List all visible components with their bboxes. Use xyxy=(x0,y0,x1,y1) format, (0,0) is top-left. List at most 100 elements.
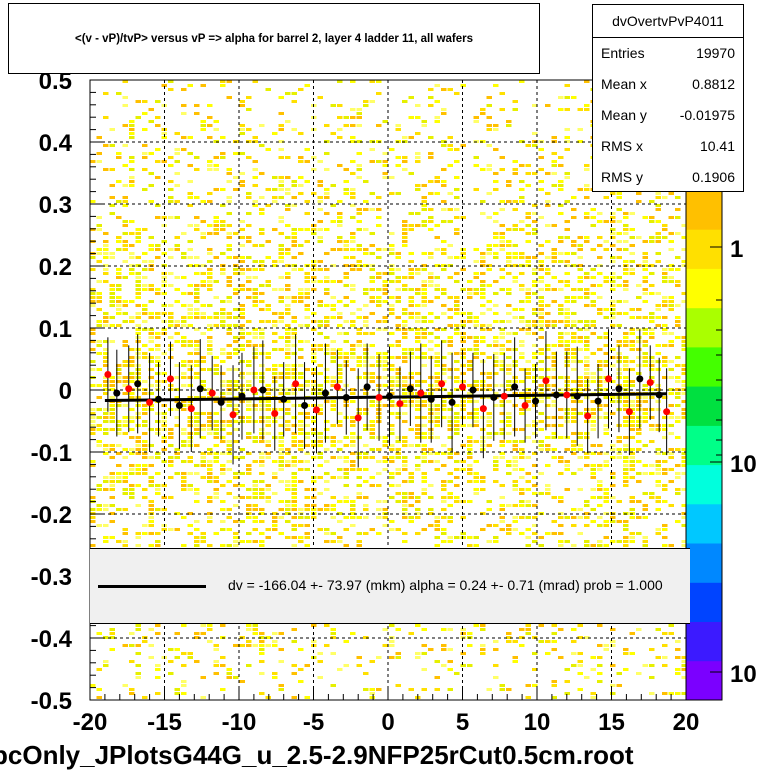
heatmap-cell xyxy=(122,380,128,383)
heatmap-cell xyxy=(675,656,681,659)
heatmap-cell xyxy=(512,516,518,519)
heatmap-cell xyxy=(291,436,297,439)
heatmap-cell xyxy=(610,496,616,499)
heatmap-cell xyxy=(473,472,479,475)
heatmap-cell xyxy=(493,172,499,175)
heatmap-cell xyxy=(142,524,148,527)
heatmap-cell xyxy=(304,544,310,547)
heatmap-cell xyxy=(454,476,460,479)
heatmap-cell xyxy=(213,532,219,535)
heatmap-cell xyxy=(252,408,258,411)
heatmap-cell xyxy=(135,280,141,283)
heatmap-cell xyxy=(161,136,167,139)
heatmap-cell xyxy=(330,248,336,251)
heatmap-cell xyxy=(220,544,226,547)
heatmap-cell xyxy=(194,272,200,275)
heatmap-cell xyxy=(194,308,200,311)
heatmap-cell xyxy=(356,476,362,479)
heatmap-cell xyxy=(272,460,278,463)
heatmap-cell xyxy=(187,360,193,363)
heatmap-cell xyxy=(343,296,349,299)
heatmap-cell xyxy=(174,472,180,475)
heatmap-cell xyxy=(571,324,577,327)
heatmap-cell xyxy=(499,504,505,507)
heatmap-cell xyxy=(142,328,148,331)
heatmap-cell xyxy=(291,516,297,519)
heatmap-cell xyxy=(90,292,96,295)
heatmap-cell xyxy=(109,504,115,507)
heatmap-cell xyxy=(129,364,135,367)
heatmap-cell xyxy=(486,436,492,439)
heatmap-cell xyxy=(486,356,492,359)
heatmap-cell xyxy=(629,384,635,387)
heatmap-cell xyxy=(317,436,323,439)
heatmap-cell xyxy=(454,452,460,455)
heatmap-cell xyxy=(200,120,206,123)
heatmap-cell xyxy=(187,256,193,259)
heatmap-cell xyxy=(103,376,109,379)
heatmap-cell xyxy=(168,436,174,439)
heatmap-cell xyxy=(337,316,343,319)
heatmap-cell xyxy=(109,456,115,459)
heatmap-cell xyxy=(434,544,440,547)
heatmap-cell xyxy=(506,472,512,475)
heatmap-cell xyxy=(298,88,304,91)
heatmap-cell xyxy=(207,252,213,255)
heatmap-cell xyxy=(239,472,245,475)
heatmap-cell xyxy=(168,256,174,259)
heatmap-cell xyxy=(109,168,115,171)
heatmap-cell xyxy=(148,524,154,527)
heatmap-cell xyxy=(532,228,538,231)
heatmap-cell xyxy=(564,488,570,491)
heatmap-cell xyxy=(649,428,655,431)
heatmap-cell xyxy=(155,544,161,547)
heatmap-cell xyxy=(246,508,252,511)
heatmap-cell xyxy=(356,496,362,499)
heatmap-cell xyxy=(545,344,551,347)
heatmap-cell xyxy=(376,288,382,291)
heatmap-cell xyxy=(285,364,291,367)
heatmap-cell xyxy=(506,412,512,415)
heatmap-cell xyxy=(278,532,284,535)
heatmap-cell xyxy=(655,236,661,239)
heatmap-cell xyxy=(525,628,531,631)
heatmap-cell xyxy=(467,288,473,291)
heatmap-cell xyxy=(584,104,590,107)
heatmap-cell xyxy=(642,288,648,291)
heatmap-cell xyxy=(649,216,655,219)
heatmap-cell xyxy=(441,200,447,203)
heatmap-cell xyxy=(480,296,486,299)
heatmap-cell xyxy=(246,496,252,499)
heatmap-cell xyxy=(148,120,154,123)
heatmap-cell xyxy=(460,372,466,375)
heatmap-cell xyxy=(187,456,193,459)
heatmap-cell xyxy=(285,512,291,515)
heatmap-cell xyxy=(467,444,473,447)
heatmap-cell xyxy=(408,392,414,395)
red-data-point xyxy=(333,383,341,391)
heatmap-cell xyxy=(376,276,382,279)
heatmap-cell xyxy=(499,92,505,95)
heatmap-cell xyxy=(187,424,193,427)
heatmap-cell xyxy=(363,392,369,395)
heatmap-cell xyxy=(187,324,193,327)
heatmap-cell xyxy=(395,656,401,659)
heatmap-cell xyxy=(662,632,668,635)
heatmap-cell xyxy=(324,336,330,339)
heatmap-cell xyxy=(200,356,206,359)
heatmap-cell xyxy=(564,260,570,263)
heatmap-cell xyxy=(337,380,343,383)
heatmap-cell xyxy=(499,412,505,415)
heatmap-cell xyxy=(480,336,486,339)
heatmap-cell xyxy=(187,420,193,423)
heatmap-cell xyxy=(428,340,434,343)
heatmap-cell xyxy=(233,256,239,259)
heatmap-cell xyxy=(181,516,187,519)
heatmap-cell xyxy=(584,288,590,291)
red-data-point xyxy=(250,386,258,394)
heatmap-cell xyxy=(408,288,414,291)
heatmap-cell xyxy=(298,160,304,163)
heatmap-cell xyxy=(181,252,187,255)
heatmap-cell xyxy=(129,124,135,127)
heatmap-cell xyxy=(642,664,648,667)
